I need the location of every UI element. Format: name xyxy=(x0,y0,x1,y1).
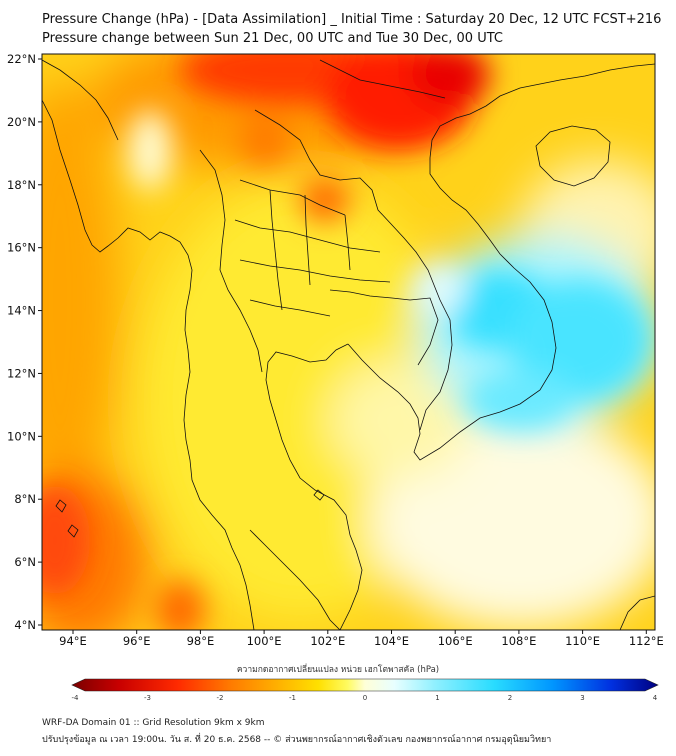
colorbar-tick-label: -3 xyxy=(144,694,151,702)
lat-tick-label: 14°N xyxy=(7,304,36,318)
colorbar: -4 -3 -2 -1 0 1 2 3 4 xyxy=(71,678,659,702)
colorbar-tick-label: -1 xyxy=(289,694,296,702)
lat-tick-label: 4°N xyxy=(14,618,36,632)
colorbar-title: ความกดอากาศเปลี่ยนแปลง หน่วย เฮกโตพาสคัล… xyxy=(236,665,440,675)
map-frame xyxy=(41,53,656,631)
map-title: Pressure Change (hPa) - [Data Assimilati… xyxy=(42,12,662,27)
lat-tick-label: 20°N xyxy=(7,115,36,129)
lon-tick-label: 108°E xyxy=(501,634,536,648)
colorbar-tick-label: 3 xyxy=(580,694,584,702)
colorbar-tick-label: -2 xyxy=(217,694,224,702)
pressure-field xyxy=(42,54,655,630)
lon-tick-label: 106°E xyxy=(438,634,473,648)
axis-ticks: 22°N 20°N 18°N 16°N 14°N 12°N 10°N 8°N 6°N 4°N 94°… xyxy=(7,52,664,648)
lon-tick-label: 112°E xyxy=(629,634,664,648)
footer-model-info: WRF-DA Domain 01 :: Grid Resolution 9km … xyxy=(42,718,265,728)
colorbar-tick-label: 0 xyxy=(363,694,367,702)
lat-tick-label: 8°N xyxy=(14,492,36,506)
lat-tick-label: 10°N xyxy=(7,429,36,443)
lon-tick-label: 94°E xyxy=(59,634,87,648)
colorbar-tick-label: -4 xyxy=(72,694,80,702)
colorbar-tick-label: 4 xyxy=(653,694,658,702)
coastlines-and-borders xyxy=(42,59,655,630)
lat-tick-label: 22°N xyxy=(7,52,36,66)
map-subtitle: Pressure change between Sun 21 Dec, 00 U… xyxy=(42,31,503,46)
lon-tick-label: 104°E xyxy=(374,634,409,648)
lon-tick-label: 110°E xyxy=(565,634,600,648)
lat-tick-label: 12°N xyxy=(7,366,36,380)
lat-tick-label: 6°N xyxy=(14,555,36,569)
lon-tick-label: 98°E xyxy=(187,634,215,648)
lon-tick-label: 102°E xyxy=(310,634,345,648)
lon-tick-label: 96°E xyxy=(123,634,151,648)
lat-tick-label: 16°N xyxy=(7,241,36,255)
colorbar-tick-label: 2 xyxy=(508,694,512,702)
colorbar-tick-label: 1 xyxy=(435,694,439,702)
lat-tick-label: 18°N xyxy=(7,178,36,192)
lon-tick-label: 100°E xyxy=(247,634,282,648)
footer-credit: ปรับปรุงข้อมูล ณ เวลา 19:00น. วัน ส. ที่… xyxy=(42,735,552,745)
